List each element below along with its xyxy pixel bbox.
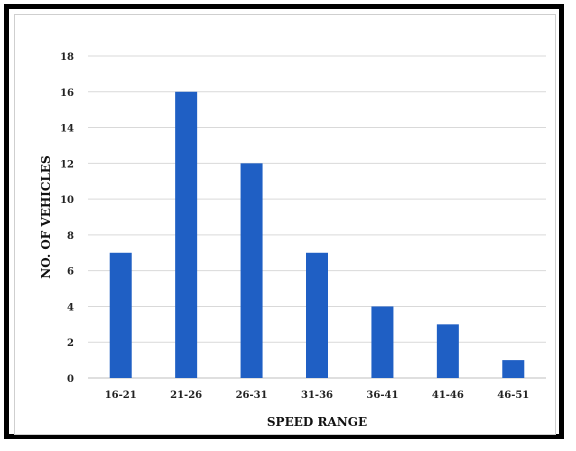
y-axis-title: NO. OF VEHICLES	[39, 155, 53, 278]
y-tick-label: 16	[60, 88, 74, 99]
y-tick-labels: 0 2 4 6 8 10 12 14 16 18	[60, 52, 74, 385]
x-tick-label: 36-41	[366, 390, 398, 401]
y-tick-label: 6	[67, 267, 74, 278]
x-tick-label: 31-36	[301, 390, 333, 401]
y-tick-label: 0	[67, 374, 74, 385]
chart-area	[14, 14, 556, 435]
y-tick-label: 12	[60, 159, 74, 170]
x-tick-label: 21-26	[170, 390, 202, 401]
bar-36-41	[371, 306, 394, 378]
bar-16-21	[109, 252, 132, 378]
bar-31-36	[306, 252, 328, 378]
bar-21-26	[175, 91, 198, 379]
y-tick-label: 10	[60, 195, 74, 206]
x-tick-label: 16-21	[105, 390, 137, 401]
y-tick-label: 8	[67, 231, 74, 242]
x-tick-label: 26-31	[236, 390, 268, 401]
bar-46-51	[502, 360, 525, 378]
x-tick-label: 46-51	[497, 390, 529, 401]
bars	[109, 91, 525, 379]
x-tick-label: 41-46	[432, 390, 464, 401]
y-tick-label: 4	[67, 302, 74, 313]
bar-26-31	[240, 163, 263, 378]
y-tick-label: 18	[60, 52, 74, 63]
x-tick-labels: 16-21 21-26 26-31 31-36 36-41 41-46 46-51	[105, 390, 530, 401]
y-tick-label: 14	[60, 124, 74, 135]
x-axis-title: SPEED RANGE	[267, 415, 367, 429]
bar-41-46	[436, 324, 459, 378]
y-tick-label: 2	[67, 338, 74, 349]
